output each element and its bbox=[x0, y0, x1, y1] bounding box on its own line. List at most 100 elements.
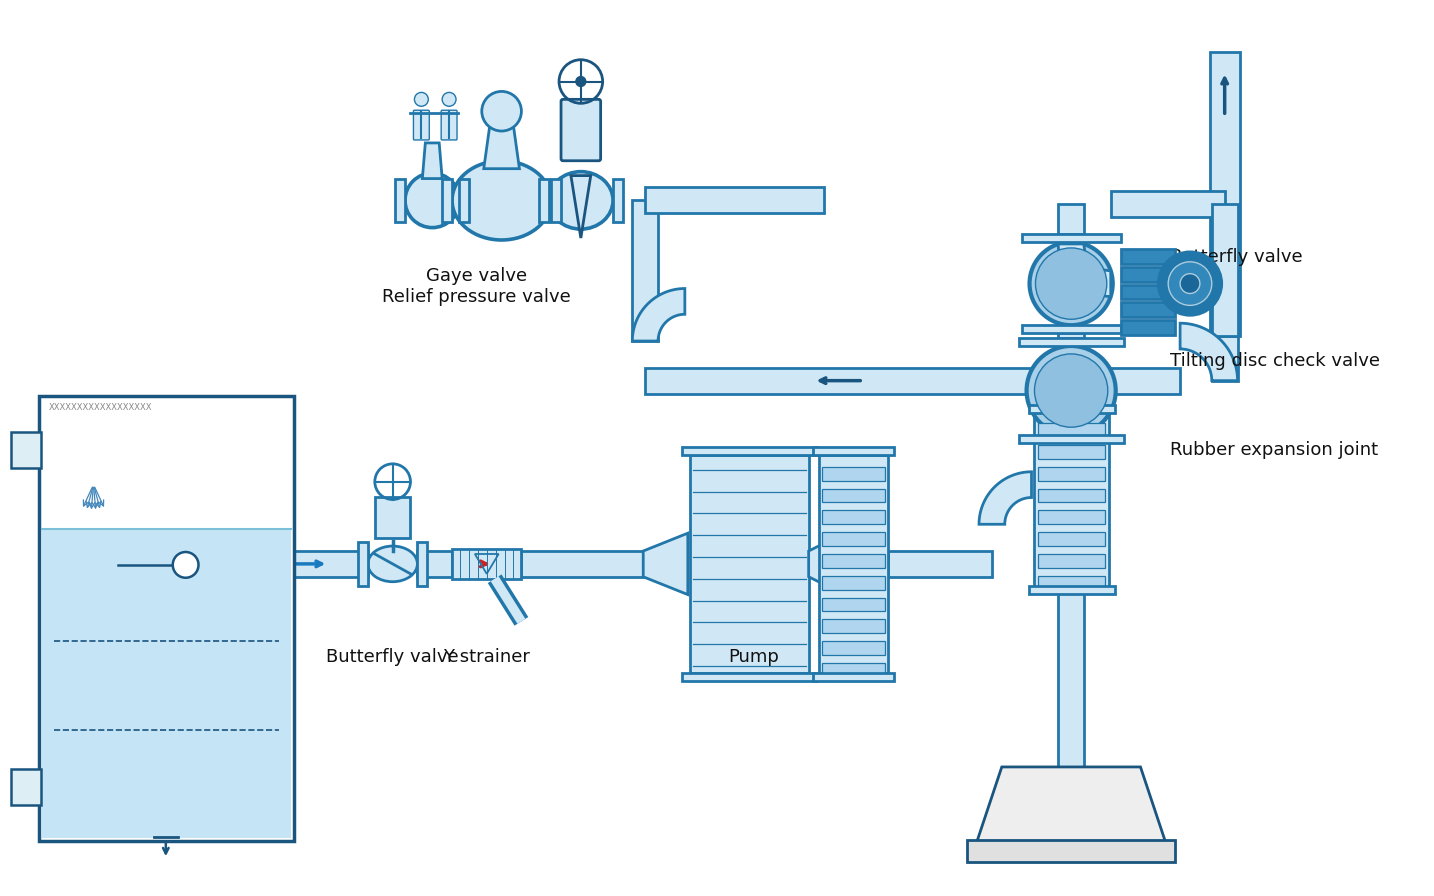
Bar bbox=[1058, 520, 1084, 524]
Circle shape bbox=[1034, 354, 1108, 427]
Circle shape bbox=[1030, 242, 1113, 325]
Circle shape bbox=[442, 92, 456, 107]
Ellipse shape bbox=[549, 172, 612, 229]
Bar bbox=[1212, 204, 1238, 336]
Bar bbox=[822, 642, 885, 655]
Bar bbox=[612, 178, 622, 222]
Bar bbox=[645, 367, 1180, 393]
Bar bbox=[1038, 445, 1104, 459]
Bar bbox=[1038, 423, 1104, 437]
Bar bbox=[1038, 467, 1104, 480]
Bar bbox=[417, 542, 427, 586]
Bar bbox=[683, 447, 816, 455]
Bar bbox=[442, 178, 452, 222]
Text: Y strainer: Y strainer bbox=[443, 648, 531, 666]
Bar bbox=[1111, 192, 1225, 217]
Bar bbox=[1058, 564, 1084, 777]
Polygon shape bbox=[571, 176, 591, 238]
Polygon shape bbox=[977, 767, 1166, 841]
Bar bbox=[374, 496, 410, 538]
Circle shape bbox=[1180, 273, 1200, 294]
Bar bbox=[813, 447, 893, 455]
Text: Pump: Pump bbox=[728, 648, 780, 666]
Bar bbox=[1058, 524, 1084, 586]
Polygon shape bbox=[809, 536, 839, 591]
Circle shape bbox=[576, 76, 585, 87]
Text: Gaye valve
Relief pressure valve: Gaye valve Relief pressure valve bbox=[383, 267, 571, 306]
Bar bbox=[1038, 488, 1104, 503]
Bar bbox=[822, 511, 885, 524]
Bar bbox=[822, 488, 885, 503]
Bar bbox=[42, 530, 291, 839]
Bar bbox=[888, 551, 992, 577]
Ellipse shape bbox=[369, 546, 417, 582]
Bar bbox=[1212, 336, 1238, 381]
Text: XXXXXXXXXXXXXXXXXX: XXXXXXXXXXXXXXXXXX bbox=[49, 403, 152, 412]
Polygon shape bbox=[632, 289, 685, 341]
Bar bbox=[1120, 285, 1174, 299]
Bar bbox=[459, 178, 469, 222]
Circle shape bbox=[414, 92, 429, 107]
Bar bbox=[1120, 302, 1174, 317]
Bar bbox=[1058, 333, 1084, 338]
Polygon shape bbox=[423, 143, 442, 178]
Text: Tilting disc check valve: Tilting disc check valve bbox=[1170, 352, 1380, 370]
Polygon shape bbox=[483, 126, 519, 168]
Bar bbox=[683, 673, 816, 681]
Bar bbox=[690, 455, 809, 673]
Circle shape bbox=[482, 91, 522, 131]
Bar bbox=[396, 178, 404, 222]
Bar bbox=[551, 178, 561, 222]
Bar bbox=[822, 467, 885, 480]
Bar bbox=[294, 551, 369, 577]
Polygon shape bbox=[1058, 244, 1111, 297]
Circle shape bbox=[1027, 346, 1116, 435]
Bar bbox=[645, 187, 823, 213]
Bar bbox=[11, 432, 42, 468]
Text: Butterfly valve: Butterfly valve bbox=[327, 648, 459, 666]
Bar bbox=[822, 663, 885, 676]
Bar bbox=[822, 554, 885, 568]
FancyBboxPatch shape bbox=[413, 110, 429, 140]
Bar bbox=[1038, 532, 1104, 546]
Bar bbox=[632, 201, 658, 341]
Bar bbox=[1018, 338, 1124, 346]
Text: Rubber expansion joint: Rubber expansion joint bbox=[1170, 441, 1378, 459]
Bar bbox=[11, 769, 42, 805]
Bar bbox=[819, 455, 888, 673]
Bar bbox=[813, 673, 893, 681]
Bar bbox=[539, 178, 549, 222]
Bar bbox=[1038, 511, 1104, 524]
Bar bbox=[822, 598, 885, 611]
Bar bbox=[39, 395, 294, 841]
Polygon shape bbox=[644, 533, 688, 595]
Bar bbox=[1034, 413, 1108, 587]
Bar bbox=[822, 619, 885, 633]
Bar bbox=[1058, 351, 1084, 524]
Circle shape bbox=[172, 552, 198, 578]
FancyBboxPatch shape bbox=[561, 99, 601, 160]
Bar bbox=[1120, 267, 1174, 281]
Ellipse shape bbox=[452, 160, 551, 240]
Bar bbox=[1021, 234, 1120, 242]
Circle shape bbox=[1159, 252, 1222, 315]
Bar bbox=[1120, 249, 1174, 263]
Bar bbox=[1018, 435, 1124, 443]
Polygon shape bbox=[979, 472, 1031, 524]
Bar bbox=[1058, 204, 1084, 234]
Circle shape bbox=[1169, 262, 1212, 306]
Bar bbox=[452, 549, 522, 579]
Circle shape bbox=[1035, 248, 1107, 319]
Text: Butterfly valve: Butterfly valve bbox=[1170, 248, 1304, 266]
Bar bbox=[1038, 554, 1104, 568]
Bar bbox=[1028, 405, 1114, 413]
Bar bbox=[1210, 52, 1239, 336]
Bar bbox=[1028, 586, 1114, 594]
Bar bbox=[417, 551, 452, 577]
Bar bbox=[822, 576, 885, 590]
Bar bbox=[1058, 405, 1084, 443]
Bar bbox=[1038, 576, 1104, 590]
Bar bbox=[967, 840, 1174, 862]
Bar bbox=[1021, 325, 1120, 333]
Bar bbox=[522, 551, 644, 577]
